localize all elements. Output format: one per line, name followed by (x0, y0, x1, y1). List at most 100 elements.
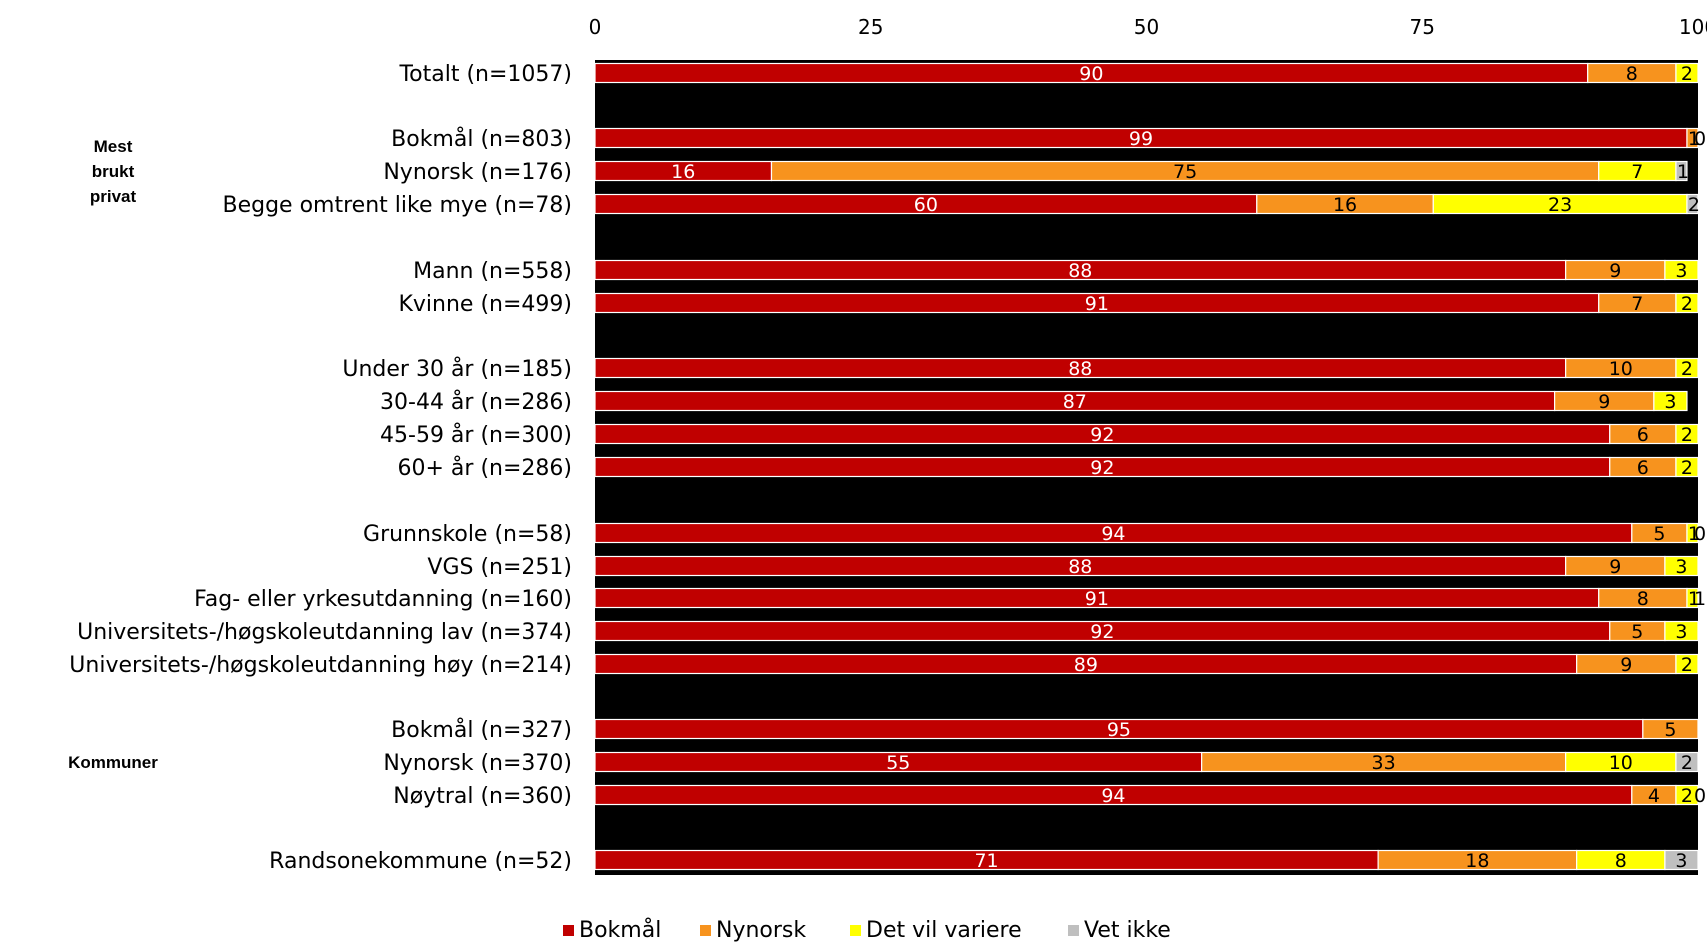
value-label: 2 (1681, 457, 1693, 479)
value-label: 60 (914, 194, 938, 216)
value-label: 2 (1681, 785, 1693, 807)
category-label: Under 30 år (n=185) (342, 356, 572, 382)
category-label: VGS (n=251) (427, 555, 572, 580)
value-label: 5 (1653, 523, 1665, 545)
value-label: 6 (1637, 457, 1649, 479)
bar-segment (1686, 193, 1699, 215)
bar-segment (1642, 718, 1699, 740)
value-label: 9 (1598, 391, 1610, 413)
value-label: 8 (1637, 588, 1649, 610)
legend-swatch (563, 925, 574, 936)
value-label: 94 (1101, 785, 1125, 807)
value-label: 8 (1626, 63, 1638, 85)
x-tick-label: 0 (589, 15, 602, 39)
category-label: Kvinne (n=499) (398, 292, 572, 317)
x-tick-label: 100 (1679, 15, 1707, 39)
bar-segment (1675, 160, 1688, 182)
value-label: 75 (1173, 161, 1197, 183)
value-label: 3 (1675, 850, 1687, 872)
value-label: 1 (1677, 161, 1689, 183)
value-label: 2 (1681, 424, 1693, 446)
category-label: Nøytral (n=360) (393, 784, 572, 809)
value-label: 0 (1694, 523, 1706, 545)
bar-segment (1675, 784, 1699, 806)
value-label: 9 (1609, 556, 1621, 578)
bar-segment (1664, 620, 1699, 642)
value-label: 2 (1681, 358, 1693, 380)
category-label: Totalt (n=1057) (398, 62, 572, 87)
value-label: 9 (1609, 260, 1621, 282)
category-label: Bokmål (n=803) (391, 126, 572, 152)
value-label: 0 (1694, 128, 1706, 150)
bar-segment (1686, 587, 1699, 609)
value-label: 10 (1609, 358, 1633, 380)
value-label: 6 (1637, 424, 1649, 446)
value-label: 92 (1090, 621, 1114, 643)
x-tick-label: 75 (1410, 15, 1435, 39)
value-label: 23 (1548, 194, 1572, 216)
category-label: Begge omtrent like mye (n=78) (223, 193, 573, 218)
value-label: 2 (1681, 654, 1693, 676)
group-labels: Mest brukt privat Kommuner (68, 137, 158, 772)
value-label: 2 (1681, 63, 1693, 85)
legend-label: Vet ikke (1084, 918, 1171, 942)
bar-segment (1675, 292, 1699, 314)
value-label: 1 (1688, 523, 1700, 545)
bar-segment (1675, 751, 1699, 773)
value-label: 1 (1688, 588, 1700, 610)
value-label: 16 (671, 161, 695, 183)
category-label: Grunnskole (n=58) (363, 522, 572, 547)
category-label: Mann (n=558) (413, 259, 572, 284)
value-label: 99 (1129, 128, 1153, 150)
value-label: 88 (1068, 556, 1092, 578)
value-label: 9 (1620, 654, 1632, 676)
value-label: 4 (1648, 785, 1660, 807)
category-label: 60+ år (n=286) (398, 455, 572, 481)
category-label: Nynorsk (n=176) (383, 160, 572, 185)
bar-segment (1664, 555, 1699, 577)
bar-segment (1675, 653, 1699, 675)
group-label: privat (90, 187, 137, 206)
category-labels: Totalt (n=1057) Bokmål (n=803) Nynorsk (n=… (69, 62, 572, 874)
group-label: brukt (92, 162, 135, 181)
value-label: 2 (1681, 293, 1693, 315)
category-label: Randsonekommune (n=52) (269, 849, 572, 874)
value-label: 1 (1688, 128, 1700, 150)
value-label: 90 (1079, 63, 1103, 85)
value-label: 33 (1372, 752, 1396, 774)
bar-segment (1653, 390, 1688, 412)
value-label: 2 (1688, 194, 1700, 216)
x-tick-label: 25 (858, 15, 883, 39)
bar-segment (1675, 357, 1699, 379)
value-label: 3 (1675, 260, 1687, 282)
legend-swatch (1068, 925, 1079, 936)
x-tick-label: 50 (1134, 15, 1159, 39)
category-label: Bokmål (n=327) (391, 717, 572, 743)
group-label: Mest (94, 137, 133, 156)
category-label: Universitets-/høgskoleutdanning lav (n=3… (77, 620, 572, 645)
legend-swatch (850, 925, 861, 936)
value-label: 91 (1085, 588, 1109, 610)
value-label: 55 (886, 752, 910, 774)
value-label: 89 (1074, 654, 1098, 676)
bar-segment (1664, 849, 1699, 871)
legend-label: Bokmål (579, 917, 661, 942)
value-label: 7 (1631, 293, 1643, 315)
value-label: 5 (1631, 621, 1643, 643)
value-label: 3 (1675, 621, 1687, 643)
category-label: Universitets-/høgskoleutdanning høy (n=2… (69, 653, 572, 678)
value-label: 1 (1694, 588, 1706, 610)
group-label: Kommuner (68, 753, 158, 772)
value-label: 92 (1090, 424, 1114, 446)
x-axis-ticks: 0 25 50 75 100 (589, 15, 1707, 39)
value-label: 3 (1664, 391, 1676, 413)
value-label: 71 (974, 850, 998, 872)
value-label: 87 (1063, 391, 1087, 413)
legend-label: Det vil variere (866, 918, 1022, 942)
value-label: 91 (1085, 293, 1109, 315)
value-label: 5 (1664, 719, 1676, 741)
bar-segment (1675, 62, 1699, 84)
value-label: 0 (1694, 785, 1706, 807)
